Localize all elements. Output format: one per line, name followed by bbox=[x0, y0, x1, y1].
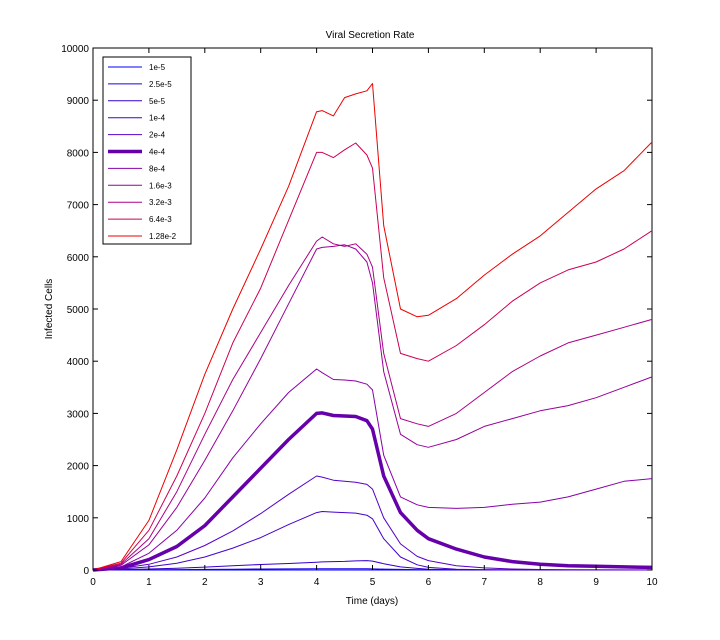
series-line-4e-4 bbox=[92, 411, 653, 572]
y-tick-label: 9000 bbox=[67, 96, 90, 107]
legend-label: 4e-4 bbox=[149, 148, 166, 157]
legend-label: 1e-5 bbox=[149, 63, 166, 72]
y-tick-label: 8000 bbox=[67, 148, 90, 159]
legend-label: 2.5e-5 bbox=[149, 80, 172, 89]
legend-label: 1e-4 bbox=[149, 114, 166, 123]
y-tick-label: 3000 bbox=[67, 409, 90, 420]
series-line-1.6e-3 bbox=[92, 244, 653, 571]
y-tick-label: 2000 bbox=[67, 462, 90, 473]
y-tick-label: 6000 bbox=[67, 253, 90, 264]
x-tick-label: 6 bbox=[426, 577, 432, 588]
y-tick-label: 0 bbox=[83, 566, 89, 577]
x-tick-label: 10 bbox=[646, 577, 658, 588]
y-tick-label: 7000 bbox=[67, 201, 90, 212]
x-tick-label: 2 bbox=[202, 577, 208, 588]
legend-label: 6.4e-3 bbox=[149, 215, 172, 224]
x-tick-label: 4 bbox=[314, 577, 320, 588]
legend-label: 8e-4 bbox=[149, 164, 166, 173]
x-tick-label: 1 bbox=[146, 577, 152, 588]
series-line-1e-4 bbox=[92, 511, 652, 571]
y-tick-label: 5000 bbox=[67, 305, 90, 316]
legend-label: 2e-4 bbox=[149, 131, 166, 140]
x-tick-label: 5 bbox=[370, 577, 376, 588]
series-line-8e-4 bbox=[92, 368, 653, 571]
x-tick-label: 3 bbox=[258, 577, 264, 588]
y-tick-label: 4000 bbox=[67, 357, 90, 368]
y-tick-label: 1000 bbox=[67, 514, 90, 525]
legend-label: 5e-5 bbox=[149, 97, 166, 106]
x-tick-label: 7 bbox=[482, 577, 488, 588]
legend-label: 3.2e-3 bbox=[149, 198, 172, 207]
y-tick-label: 10000 bbox=[61, 44, 89, 55]
x-tick-label: 8 bbox=[537, 577, 543, 588]
series-layer bbox=[92, 83, 653, 572]
series-line-3.2e-3 bbox=[92, 236, 653, 571]
y-axis-label: Infected Cells bbox=[44, 279, 55, 340]
series-line-2e-4 bbox=[92, 475, 652, 571]
x-tick-label: 9 bbox=[593, 577, 599, 588]
legend-label: 1.6e-3 bbox=[149, 181, 172, 190]
legend-label: 1.28e-2 bbox=[149, 232, 177, 241]
tick-layer: 0 1 2 3 4 5 6 7 8 9 10 0 1000 2000 3000 4000 5000 6000 700… bbox=[61, 44, 658, 588]
series-line-1.28e-2 bbox=[92, 83, 653, 571]
x-tick-label: 0 bbox=[90, 577, 96, 588]
chart-title: Viral Secretion Rate bbox=[326, 30, 415, 41]
legend: 1e-5 2.5e-5 5e-5 1e-4 2e-4 4e-4 8e-4 1.6e-3 3.2e… bbox=[102, 56, 192, 245]
x-axis-label: Time (days) bbox=[346, 596, 398, 607]
series-line-6.4e-3 bbox=[92, 142, 653, 571]
